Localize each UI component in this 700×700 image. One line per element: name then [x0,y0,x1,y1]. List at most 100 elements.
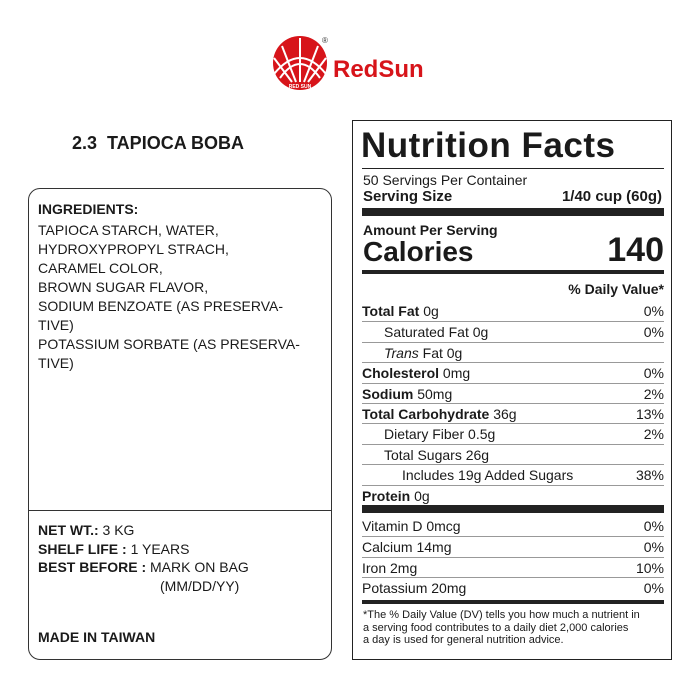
nutrient-amount: 0g [423,303,439,319]
ingredient-line: TIVE) [38,317,74,333]
nutrient-label: Protein 0g [362,486,430,506]
nutrient-label: Total Sugars 26g [384,445,489,465]
nutrient-label: Saturated Fat 0g [384,322,488,342]
servings: 50 Servings Per Container [363,172,528,188]
nutrient-name: Total Sugars [384,446,462,463]
nutrient-label: Cholesterol 0mg [362,363,470,383]
label: SHELF LIFE : [38,541,127,557]
nutrient-dv: 38% [635,467,664,484]
ingredient-line: CARAMEL COLOR, [38,260,163,276]
label: BEST BEFORE : [38,559,147,575]
nutrient-amount: 20mg [431,580,467,597]
dv-heading: % Daily Value* [568,281,664,297]
nutrient-row: Iron 2mg 10% [362,556,664,578]
ingredients-heading: INGREDIENTS: [38,201,139,217]
nutrient-dv: 10% [635,559,664,576]
nutrient-row: Cholesterol 0mg 0% [362,362,664,383]
nutrient-row: Potassium 20mg 0% [362,577,664,598]
registered-mark: ® [322,36,328,45]
nutrient-name: Dietary Fiber [384,426,465,443]
nutrient-row: Dietary Fiber 0.5g 2% [362,423,664,444]
ingredient-line: BROWN SUGAR FLAVOR, [38,279,209,295]
logo-mark-text: RED SUN [289,84,312,90]
footnote-line: a day is used for general nutrition advi… [363,634,564,646]
nutrient-amount: 14mg [416,539,452,556]
nutrient-name: Includes 19g Added Sugars [402,467,574,484]
ingredient-line: HYDROXYPROPYL STRACH, [38,241,229,257]
rule [362,168,664,169]
nutrient-dv: 2% [643,385,664,402]
nutrient-row: Vitamin D 0mcg 0% [362,516,664,536]
nutrient-name: Saturated Fat [384,324,469,341]
net-wt: NET WT.: 3 KG [38,521,134,539]
calories-value: 140 [607,231,664,269]
nutrient-amount: 50mg [417,385,453,402]
nutrition-title: Nutrition Facts [361,126,616,165]
nutrient-dv: 0% [643,580,664,597]
nutrient-label: Includes 19g Added Sugars [402,465,573,485]
nutrient-name: Vitamin D [362,518,423,534]
nutrient-name: Total Fat [362,303,420,319]
nutrient-amount: 36g [493,406,517,422]
nutrient-name: Fat [422,344,443,361]
thick-rule [362,505,664,513]
calories-label: Calories [363,236,474,267]
nutrient-dv: 0% [643,539,664,556]
ingredient-line: TIVE) [38,355,74,371]
nutrient-name: Sodium [362,385,414,402]
nutrient-amount: 2mg [390,559,418,576]
medium-rule [362,600,664,604]
nutrient-amount: 0g [472,324,489,341]
best-before-format: (MM/DD/YY) [160,578,240,594]
nutrient-name: Cholesterol [362,365,440,382]
nutrient-label: Vitamin D 0mcg [362,516,461,536]
nutrient-label-italic: Trans [384,344,419,361]
nutrient-label: Sodium 50mg [362,384,452,404]
nutrient-name: Protein [362,487,411,504]
nutrient-dv: 13% [635,406,664,422]
brand-name: RedSun [333,56,424,83]
medium-rule [362,270,664,274]
label: NET WT.: [38,522,99,538]
logo-rays [273,38,327,83]
nutrient-row: Total Carbohydrate 36g 13% [362,403,664,424]
footnote-line: *The % Daily Value (DV) tells you how mu… [363,609,640,621]
nutrient-dv: 0% [643,518,664,534]
nutrient-amount: 0g [446,344,463,361]
nutrient-row: Trans Fat 0g [362,341,664,363]
nutrient-row: Calcium 14mg 0% [362,536,664,557]
serving-size-label: Serving Size [363,188,453,205]
divider [28,510,332,511]
ingredients-box [28,188,332,660]
nutrition-box [352,120,672,660]
nutrient-label: Iron 2mg [362,558,417,578]
nutrient-row: Protein 0g [362,484,664,506]
best-before: BEST BEFORE : MARK ON BAG [38,558,249,576]
amount-per-serving: Amount Per Serving [363,222,498,238]
nutrient-row: Total Sugars 26g [362,443,664,465]
nutrient-name: Calcium [362,539,413,556]
footnote-line: a serving food contributes to a daily di… [363,621,629,634]
nutrient-name: Total Carbohydrate [362,406,490,422]
shelf-life: SHELF LIFE : 1 YEARS [38,540,189,558]
nutrient-label: Total Carbohydrate 36g [362,404,517,424]
nutrient-amount: 26g [465,446,490,463]
nutrient-dv: 2% [643,426,664,443]
ingredient-line: TAPIOCA STARCH, WATER, [38,222,219,238]
value: 3 KG [102,522,135,538]
nutrient-dv: 0% [643,303,664,319]
ingredient-line: POTASSIUM SORBATE (AS PRESERVA- [38,336,300,352]
logo: RED SUN [273,36,327,90]
nutrient-amount: 0mcg [426,518,461,534]
nutrient-label: Dietary Fiber 0.5g [384,424,495,444]
product-title: 2.3 TAPIOCA BOBA [72,133,245,153]
nutrient-row: Saturated Fat 0g 0% [362,321,664,342]
nutrient-dv: 0% [643,365,664,382]
value: MARK ON BAG [150,559,249,575]
ingredient-line: SODIUM BENZOATE (AS PRESERVA- [38,298,284,314]
nutrient-amount: 0g [414,487,430,504]
nutrient-label: Calcium 14mg [362,537,452,557]
nutrient-label: Total Fat 0g [362,301,439,321]
nutrient-dv: 0% [643,324,664,341]
thick-rule [362,208,664,216]
